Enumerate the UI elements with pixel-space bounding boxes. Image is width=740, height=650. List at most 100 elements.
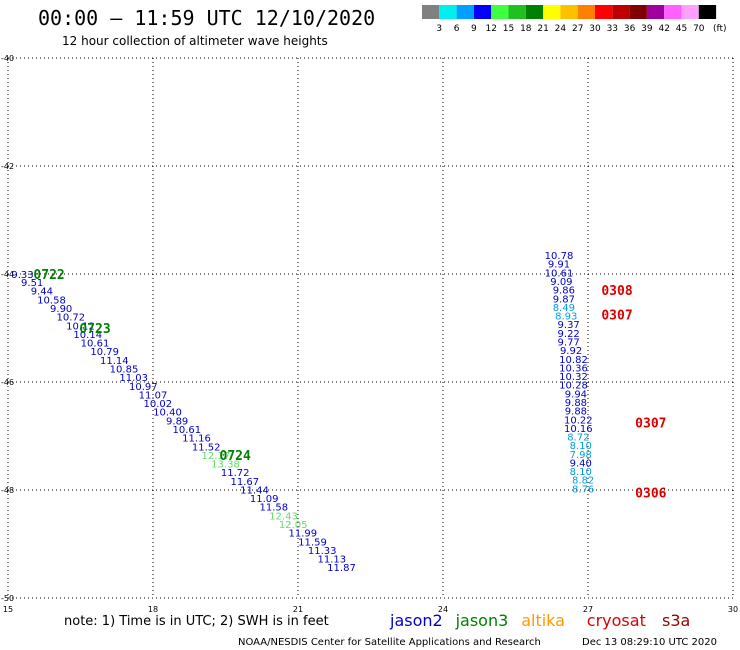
pass-time-label: 0724	[220, 449, 251, 464]
wave-height-point: 9.92	[560, 346, 582, 357]
wave-height-point: 11.59	[298, 537, 327, 548]
legend-tick-label: 33	[607, 24, 618, 34]
wave-height-point: 10.85	[110, 365, 139, 376]
legend-tick-label: 6	[454, 24, 460, 34]
wave-height-point: 10.14	[73, 330, 102, 341]
x-tick-label: 15	[3, 605, 13, 614]
legend-tick-label: 27	[572, 24, 583, 34]
wave-height-point: 10.32	[559, 372, 588, 383]
wave-height-point: 9.86	[553, 286, 575, 297]
wave-height-point: 11.44	[240, 485, 269, 496]
chart-subtitle: 12 hour collection of altimeter wave hei…	[62, 34, 328, 48]
pass-time-label: 0307	[635, 417, 666, 432]
legend-swatch	[525, 5, 544, 19]
y-tick-label: -40	[1, 54, 14, 63]
legend-swatch	[698, 5, 717, 19]
y-tick-label: -48	[1, 486, 14, 495]
legend-swatch	[508, 5, 526, 19]
x-tick-label: 30	[728, 605, 738, 614]
plot-area: 15 18 21 24 27 30-40-42-44-46-48-509.339.519.…	[1, 54, 738, 614]
y-tick-label: -44	[1, 270, 14, 279]
wave-height-point: 11.52	[192, 442, 221, 453]
wave-height-point: 9.87	[553, 294, 575, 305]
wave-height-point: 9.44	[31, 287, 53, 298]
wave-height-point: 12.43	[269, 511, 298, 522]
x-tick-label: 27	[583, 605, 593, 614]
satellite-legend-entry: s3a	[662, 611, 690, 630]
wave-height-point: 10.82	[559, 355, 588, 366]
legend-tick-label: 21	[537, 24, 548, 34]
legend-tick-label: 15	[503, 24, 514, 34]
wave-height-point: 11.03	[119, 373, 148, 384]
wave-height-point: 9.33	[11, 270, 33, 281]
satellite-legend-entry: jason2	[389, 611, 443, 630]
wave-height-point: 12.05	[279, 520, 308, 531]
wave-height-point: 11.99	[289, 529, 318, 540]
wave-height-point: 9.89	[166, 416, 188, 427]
wave-height-point: 11.07	[139, 390, 168, 401]
wave-height-point: 11.14	[100, 356, 129, 367]
wave-height-point: 11.58	[260, 503, 289, 514]
x-tick-label: 18	[148, 605, 158, 614]
legend-tick-label: 42	[658, 24, 669, 34]
color-scale-legend: 3 6 9 12 15 18 21 24 27 30 33 36 39 42 45 70	[422, 5, 717, 34]
footer-credit: NOAA/NESDIS Center for Satellite Applica…	[238, 637, 541, 648]
wave-height-point: 9.77	[558, 338, 580, 349]
legend-swatch	[560, 5, 578, 19]
legend-swatch	[543, 5, 561, 19]
pass-time-label: 0307	[601, 309, 632, 324]
wave-height-point: 8.10	[570, 467, 592, 478]
wave-height-point: 10.02	[144, 399, 173, 410]
wave-height-point: 12.17	[202, 451, 231, 462]
wave-height-point: 9.22	[558, 329, 580, 340]
legend-swatch	[595, 5, 613, 19]
wave-height-point: 9.90	[50, 304, 72, 315]
wave-height-point: 11.33	[308, 546, 337, 557]
legend-tick-label: 12	[485, 24, 496, 34]
legend-unit: (ft)	[713, 24, 727, 34]
legend-swatch	[491, 5, 509, 19]
legend-swatch	[577, 5, 595, 19]
footer-note: note: 1) Time is in UTC; 2) SWH is in fe…	[64, 614, 329, 629]
wave-height-point: 8.76	[572, 484, 594, 495]
y-tick-label: -42	[1, 162, 14, 171]
legend-swatch	[456, 5, 474, 19]
legend-tick-label: 70	[693, 24, 705, 34]
pass-time-label: 0308	[601, 284, 632, 299]
wave-height-point: 9.40	[570, 458, 592, 469]
wave-height-point: 10.12	[66, 321, 95, 332]
wave-height-point: 10.61	[173, 425, 202, 436]
wave-height-point: 10.78	[545, 251, 574, 262]
wave-height-point: 10.16	[564, 424, 593, 435]
wave-height-point: 10.40	[153, 408, 182, 419]
footer-timestamp: Dec 13 08:29:10 UTC 2020	[582, 637, 717, 648]
wave-height-point: 10.61	[545, 268, 574, 279]
legend-tick-label: 45	[676, 24, 687, 34]
wave-height-point: 10.79	[90, 347, 119, 358]
wave-height-point: 9.91	[548, 260, 570, 271]
wave-height-point: 11.72	[221, 468, 250, 479]
wave-height-point: 10.36	[559, 363, 588, 374]
pass-time-label: 0723	[79, 322, 110, 337]
y-tick-label: -46	[1, 378, 14, 387]
wave-height-point: 10.61	[81, 339, 110, 350]
legend-tick-label: 30	[589, 24, 601, 34]
chart-title: 00:00 – 11:59 UTC 12/10/2020	[38, 6, 375, 30]
wave-height-point: 8.10	[570, 441, 592, 452]
pass-time-label: 0722	[33, 268, 64, 283]
wave-height-point: 9.37	[558, 320, 580, 331]
pass-time-label: 0306	[635, 487, 666, 502]
legend-tick-label: 24	[555, 24, 567, 34]
x-tick-label: 21	[293, 605, 303, 614]
wave-height-point: 7.98	[570, 450, 592, 461]
wave-height-point: 11.67	[231, 477, 260, 488]
wave-height-point: 10.58	[37, 295, 66, 306]
wave-height-point: 11.09	[250, 494, 279, 505]
wave-height-point: 9.88	[565, 407, 587, 418]
legend-swatch	[612, 5, 630, 19]
y-tick-label: -50	[1, 594, 14, 603]
legend-tick-label: 39	[641, 24, 653, 34]
wave-height-point: 8.72	[567, 433, 589, 444]
legend-tick-label: 18	[520, 24, 532, 34]
legend-swatch	[681, 5, 699, 19]
